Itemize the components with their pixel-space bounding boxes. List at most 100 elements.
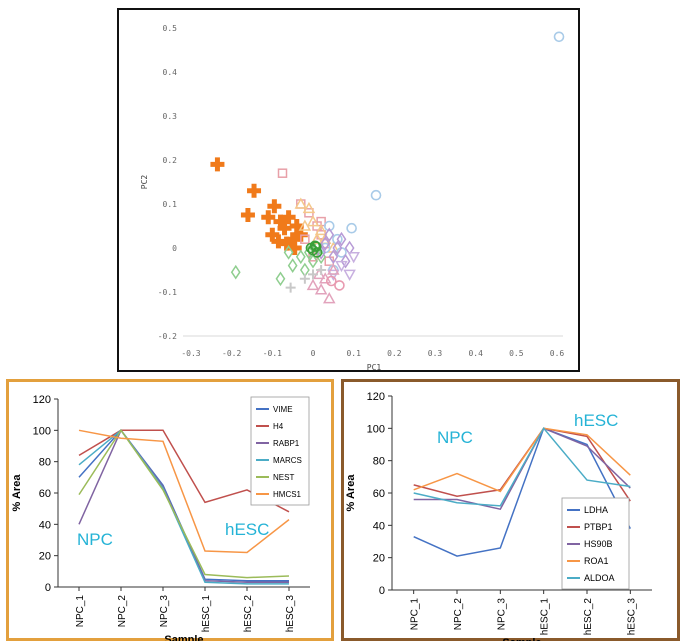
scatter-point [311,247,323,258]
legend-label: MARCS [273,456,302,465]
series-line-hmcs1 [78,429,290,554]
legend-label: ROA1 [584,556,609,566]
scatter-point [265,227,280,242]
x-tick-label: 0.2 [387,349,402,358]
scatter-point [285,232,300,247]
hesc-markers-chart-panel: 0 20 40 60 80 100 120 NPC_1 NPC_2 NPC_3 hESC_1 hESC… [341,379,680,641]
x-tick-label: 0.1 [346,349,361,358]
y-axis-title: % Area [11,474,23,512]
scatter-point [346,222,357,234]
x-tick-label: NPC_2 [117,595,128,628]
scatter-point [327,269,340,281]
x-tick-label: -0.2 [222,349,241,358]
scatter-point [336,231,347,247]
scatter-point [279,236,294,251]
scatter-point [310,241,322,252]
scatter-point [314,223,328,236]
scatter-point [320,236,331,251]
scatter-point [310,232,324,244]
y-tick-label: 20 [39,551,51,563]
y-tick-label: 0.2 [163,156,178,165]
y-tick-label: 20 [373,553,385,565]
scatter-point [273,214,288,229]
legend-label: HS90B [584,539,613,549]
x-tick-label: -0.3 [181,349,200,358]
y-axis-title: % Area [345,474,357,512]
scatter-point [289,219,304,233]
x-tick-label: hESC_2 [583,598,594,636]
series-line-hs90b [413,427,631,511]
y-tick-label: 0.5 [163,24,178,33]
series-line-nest [78,428,290,579]
scatter-point [210,157,225,172]
legend-label: RABP1 [273,439,300,448]
x-axis-title: PC1 [367,363,382,372]
y-tick-label: 80 [373,456,385,468]
scatter-point [306,215,320,227]
scatter-point [306,278,320,291]
x-tick-label: 0.6 [550,349,565,358]
legend-label: ALDOA [584,573,615,583]
scatter-point [328,249,339,265]
y-tick-label: 0 [379,585,385,597]
scatter-point [343,269,356,281]
pca-scatter-plot: -0.3 -0.2 -0.1 0 0.1 0.2 0.3 0.4 0.5 0.6 -0.2 -0.1 0… [140,24,565,372]
npc-markers-line-chart: 0 20 40 60 80 100 120 NPC_1 NPC_2 NPC_3 hESC_1 hESC… [11,394,310,641]
series-line-roa1 [413,427,631,493]
y-tick-label: 100 [33,425,51,437]
legend-label: PTBP1 [584,522,613,532]
scatter-point [370,189,382,201]
series-line-aldoa [413,426,631,507]
scatter-point [275,271,286,287]
y-tick-label: 80 [39,457,51,469]
annotation-hesc: hESC [574,411,618,430]
x-tick-label: hESC_3 [626,598,637,636]
y-tick-label: 40 [373,520,385,532]
scatter-point [230,264,241,280]
scatter-point [302,201,316,214]
scatter-point [240,208,255,222]
y-tick-label: 40 [39,519,51,531]
scatter-point [261,210,276,225]
scatter-point [332,240,343,256]
pca-scatter-panel: -0.3 -0.2 -0.1 0 0.1 0.2 0.3 0.4 0.5 0.6 -0.2 -0.1 0… [117,8,580,372]
legend-label: VIME [273,405,293,414]
scatter-point [285,282,296,293]
y-tick-label: -0.1 [158,288,177,297]
x-tick-label: NPC_2 [453,598,464,631]
legend-label: LDHA [584,505,608,515]
legend-label: NEST [273,473,294,482]
x-axis-title: Sample [502,637,541,641]
x-tick-label: 0.5 [509,349,524,358]
scatter-point [287,258,298,273]
scatter-point [326,275,337,287]
scatter-point [300,234,310,244]
scatter-point [323,220,335,232]
scatter-point [271,234,286,249]
scatter-point [327,263,340,275]
annotation-npc: NPC [437,428,473,447]
y-tick-label: 0 [172,244,177,253]
scatter-point [277,221,292,236]
scatter-point [281,210,296,225]
hesc-markers-line-chart: 0 20 40 60 80 100 120 NPC_1 NPC_2 NPC_3 hESC_1 hESC… [345,391,652,641]
legend-label: HMCS1 [273,490,302,499]
x-tick-label: hESC_1 [201,595,212,633]
scatter-point [295,249,306,265]
y-tick-label: 60 [39,488,51,500]
y-tick-label: 100 [367,423,385,435]
y-tick-label: 0.3 [163,112,178,121]
y-tick-label: 120 [33,394,51,406]
x-tick-label: NPC_1 [410,598,421,631]
scatter-point [347,252,360,264]
scatter-point [334,280,345,291]
y-tick-label: 0 [45,582,51,594]
y-tick-label: 0.1 [163,200,178,209]
scatter-point [322,292,336,304]
scatter-point [299,273,310,284]
y-tick-label: 0.4 [163,68,178,77]
scatter-point [298,219,312,231]
x-tick-label: -0.1 [263,349,282,358]
x-tick-label: 0 [311,349,316,358]
scatter-point [247,183,262,198]
